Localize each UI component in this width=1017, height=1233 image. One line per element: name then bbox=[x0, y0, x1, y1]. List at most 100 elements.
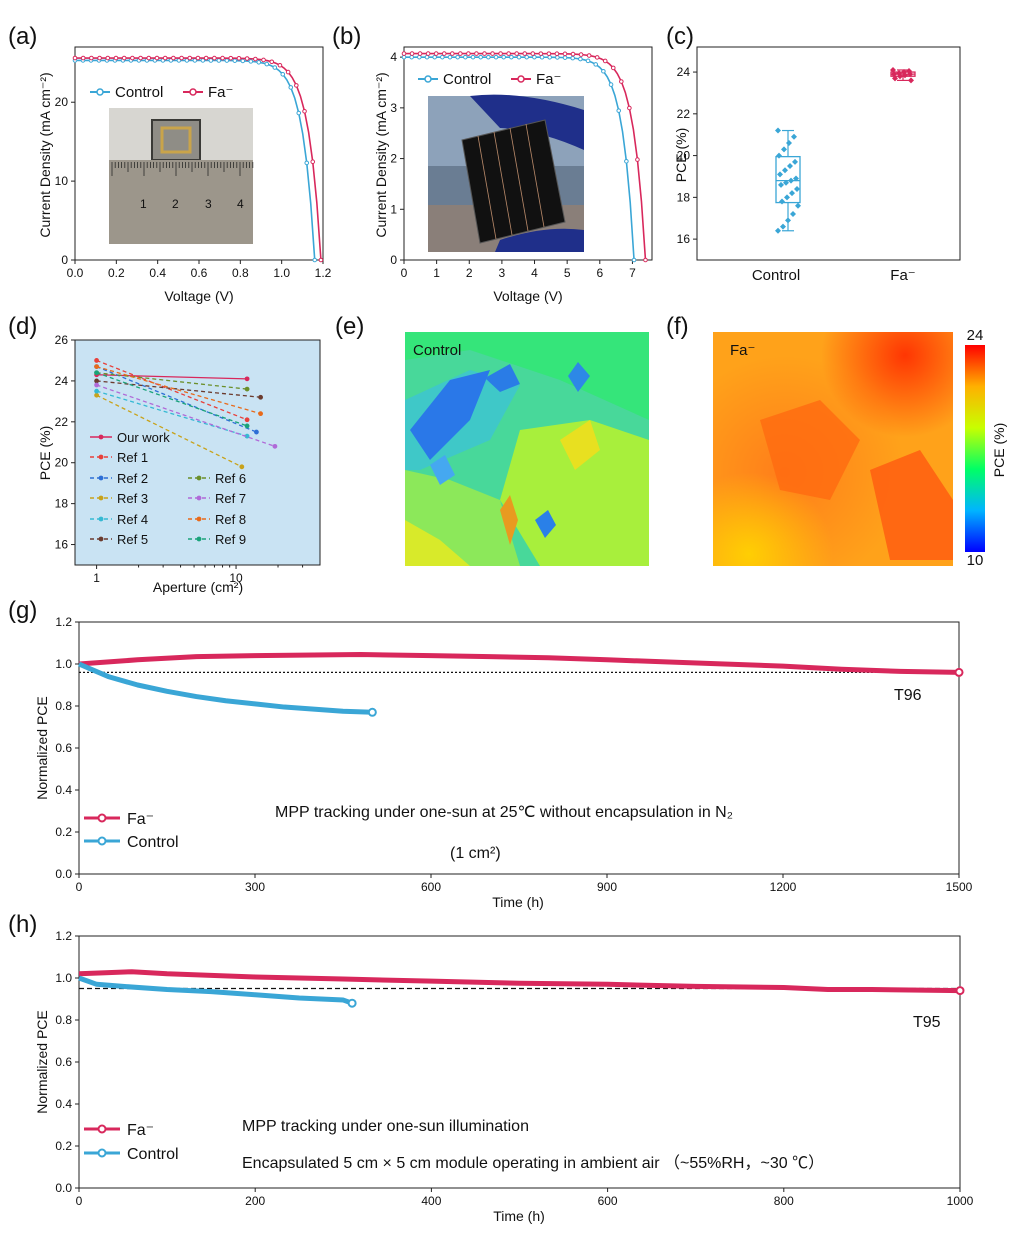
series-line bbox=[96, 372, 248, 390]
jv-point bbox=[432, 54, 437, 60]
panel-a-legend: Control Fa⁻ bbox=[90, 84, 233, 101]
jv-point bbox=[179, 55, 184, 61]
jv-point bbox=[113, 55, 119, 61]
box-point bbox=[795, 202, 801, 209]
jv-point bbox=[493, 54, 499, 60]
jv-point bbox=[627, 105, 632, 111]
x-tick-label: 0.6 bbox=[191, 266, 208, 280]
jv-point bbox=[240, 58, 246, 64]
legend-marker bbox=[196, 536, 202, 542]
jv-point bbox=[203, 55, 209, 61]
panel-a-ticks: 0.0 0.2 0.4 0.6 0.8 1.0 1.2 0 10 20 bbox=[55, 95, 332, 280]
legend-marker bbox=[98, 495, 104, 501]
legend-control-label-h: Control bbox=[127, 1146, 179, 1163]
panel-a: (a) 0.0 0.2 0.4 0.6 0.8 1.0 1.2 0 10 20 Voltage (… bbox=[8, 23, 332, 304]
box-point bbox=[788, 177, 794, 184]
y-tick-label: 22 bbox=[677, 107, 691, 121]
y-tick-label: 0.6 bbox=[55, 1055, 72, 1069]
jv-point bbox=[130, 55, 135, 61]
box-point bbox=[787, 163, 793, 170]
jv-point bbox=[586, 53, 592, 58]
series-point bbox=[94, 370, 100, 376]
panel-h-ylabel: Normalized PCE bbox=[34, 1010, 50, 1113]
jv-point bbox=[312, 257, 318, 263]
jv-point bbox=[220, 55, 225, 61]
series-point bbox=[94, 388, 100, 394]
y-tick-label: 0.0 bbox=[55, 1181, 72, 1195]
panel-g-ticks: 0 300 600 900 1200 1500 0.0 0.2 0.4 0.6 0.8 1.0 1.2 bbox=[55, 615, 972, 894]
jv-point bbox=[302, 108, 307, 114]
stability-end-marker bbox=[954, 667, 964, 677]
panel-b-label: (b) bbox=[332, 23, 361, 50]
y-tick-label: 20 bbox=[55, 95, 69, 109]
inset-b-module-lines bbox=[477, 123, 545, 240]
panel-b: (b) 0 1 2 3 4 5 6 7 0 1 2 3 4 Voltage (V) Current De… bbox=[332, 23, 653, 304]
box-point bbox=[907, 71, 913, 78]
jv-point bbox=[162, 55, 168, 61]
jv-point bbox=[212, 55, 217, 61]
inset-a-ruler-ticks bbox=[111, 162, 254, 176]
heatmap-control-yellow-spot bbox=[560, 420, 600, 470]
jv-point bbox=[585, 58, 591, 64]
panel-h: (h) 0 200 400 600 800 1000 0.0 0.2 0.4 0.6 0.8 1.0 1… bbox=[8, 911, 974, 1224]
panel-d-lines bbox=[94, 358, 278, 470]
jv-point bbox=[232, 58, 238, 63]
series-line bbox=[96, 359, 248, 421]
panel-c-boxes bbox=[775, 66, 916, 234]
jv-point bbox=[474, 51, 479, 56]
x-tick-label: 600 bbox=[598, 1194, 618, 1208]
panel-e: (e) Control bbox=[335, 313, 649, 566]
y-tick-label: 22 bbox=[55, 415, 69, 429]
series-point bbox=[244, 423, 250, 429]
legend-label: Ref 3 bbox=[117, 491, 148, 506]
inset-b-glove-top bbox=[470, 94, 584, 150]
x-tick-label: 5 bbox=[564, 266, 571, 280]
heatmap-control: Control bbox=[405, 332, 649, 566]
panel-d-xlabel: Aperture (cm²) bbox=[153, 579, 243, 595]
box-point bbox=[782, 167, 788, 174]
jv-point bbox=[547, 54, 553, 60]
box-point bbox=[775, 127, 781, 134]
legend-control-marker-a bbox=[96, 88, 104, 96]
legend-fa-marker-b bbox=[517, 75, 525, 83]
panel-d-label: (d) bbox=[8, 313, 37, 340]
series-point bbox=[244, 376, 250, 382]
box-point bbox=[794, 186, 800, 192]
panel-h-ref-label: T95 bbox=[913, 1014, 941, 1031]
box-point bbox=[908, 77, 914, 84]
x-tick-label: 1000 bbox=[947, 1194, 974, 1208]
jv-point bbox=[643, 257, 648, 263]
panel-c-category-control: Control bbox=[752, 267, 800, 284]
jv-point bbox=[562, 51, 568, 57]
legend-fa-marker-h bbox=[97, 1124, 107, 1134]
jv-point bbox=[562, 55, 568, 60]
jv-point bbox=[105, 55, 111, 61]
series-line bbox=[96, 384, 276, 447]
x-tick-label: 0 bbox=[401, 266, 408, 280]
panel-c-ylabel: PCE (%) bbox=[673, 128, 689, 182]
jv-point bbox=[619, 79, 624, 84]
jv-point bbox=[449, 51, 455, 56]
legend-control-label-a: Control bbox=[115, 84, 163, 101]
x-tick-label: 0.8 bbox=[232, 266, 249, 280]
legend-marker bbox=[98, 475, 104, 481]
jv-point bbox=[546, 51, 552, 56]
panel-g-ref-label: T96 bbox=[894, 687, 922, 704]
panel-b-ylabel: Current Density (mA cm⁻²) bbox=[373, 72, 389, 237]
panel-d: (d) 1 10 16 18 20 22 24 26 Aperture (cm²) PCE (… bbox=[8, 313, 321, 595]
y-tick-label: 16 bbox=[677, 232, 691, 246]
jv-point bbox=[458, 51, 463, 56]
heatmap-control-yellowgreen bbox=[500, 420, 649, 566]
jv-point bbox=[447, 54, 453, 60]
x-tick-label: 200 bbox=[245, 1194, 265, 1208]
series-line bbox=[96, 365, 261, 415]
panel-g-plot bbox=[78, 652, 964, 717]
box-point bbox=[891, 71, 897, 78]
legend-fa-label-b: Fa⁻ bbox=[536, 71, 561, 88]
series-line bbox=[96, 372, 248, 427]
x-tick-label: 3 bbox=[499, 266, 506, 280]
jv-point bbox=[433, 51, 439, 56]
series-point bbox=[94, 364, 100, 369]
panel-g-annotation2: (1 cm²) bbox=[450, 845, 501, 862]
